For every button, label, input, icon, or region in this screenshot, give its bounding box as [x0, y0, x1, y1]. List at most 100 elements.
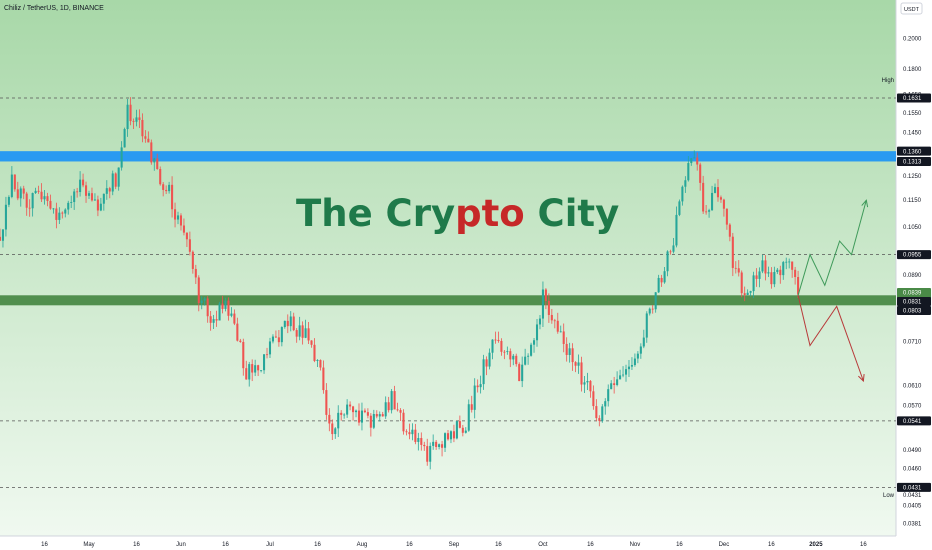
- candle: [7, 195, 10, 208]
- time-tick: 16: [133, 542, 140, 548]
- price-tick: 0.0460: [903, 466, 922, 472]
- candle: [111, 170, 114, 196]
- candle: [105, 180, 108, 200]
- candle: [144, 130, 147, 143]
- candle: [654, 291, 657, 313]
- candle: [535, 319, 539, 347]
- candle: [414, 423, 417, 445]
- candle: [690, 157, 693, 166]
- candle: [491, 339, 494, 360]
- candle: [405, 429, 408, 436]
- candle: [372, 409, 375, 430]
- candle: [313, 338, 316, 363]
- time-axis-background: [0, 536, 932, 550]
- candle: [396, 402, 399, 412]
- price-tick: 0.1550: [903, 111, 922, 117]
- candle: [295, 328, 298, 343]
- candle: [473, 378, 476, 419]
- time-axis-ticks: 16 May 16 Jun 16 Jul 16 Aug 16 Sep 16 Oct 16 Nov 16 Dec…: [41, 542, 867, 548]
- candle: [476, 379, 479, 393]
- candle: [426, 438, 429, 466]
- candle: [298, 316, 301, 341]
- blue-zone: [0, 151, 896, 162]
- candle: [254, 359, 257, 377]
- candle: [174, 202, 177, 228]
- candle: [360, 402, 363, 431]
- time-tick: 16: [768, 542, 775, 548]
- candle: [518, 362, 521, 382]
- levels-layer: [0, 97, 896, 488]
- candle: [639, 343, 642, 359]
- price-badge: 0.0831: [897, 296, 931, 306]
- candle: [257, 364, 260, 377]
- candle: [627, 359, 631, 377]
- candle: [485, 356, 488, 376]
- candle: [224, 297, 227, 312]
- candle: [779, 265, 782, 284]
- candle: [728, 223, 731, 242]
- candle: [322, 360, 325, 394]
- time-tick: Sep: [449, 542, 460, 548]
- candle: [90, 187, 94, 202]
- candle: [49, 194, 52, 210]
- candle: [316, 359, 319, 367]
- candle: [352, 405, 355, 421]
- candle: [346, 399, 349, 418]
- price-badge: 0.1360: [897, 146, 931, 156]
- price-badges: 0.16310.13600.13130.09550.083906:52:080.…: [897, 93, 931, 492]
- candle: [260, 370, 263, 373]
- low-label: Low: [883, 493, 895, 499]
- candle: [123, 127, 126, 148]
- price-tick: 0.0710: [903, 339, 922, 345]
- candle: [633, 353, 636, 367]
- currency-button[interactable]: [900, 2, 923, 15]
- candle: [547, 293, 550, 323]
- candle: [93, 193, 96, 201]
- candle: [725, 208, 728, 230]
- time-tick: Oct: [538, 542, 548, 548]
- candle: [4, 196, 7, 237]
- candle: [696, 152, 699, 171]
- candle: [497, 331, 500, 343]
- candle: [770, 267, 773, 289]
- candle: [515, 353, 518, 367]
- candle: [506, 346, 509, 355]
- candle: [624, 364, 628, 382]
- candle: [452, 424, 455, 443]
- time-tick: 16: [314, 542, 321, 548]
- candle: [10, 166, 13, 199]
- candle: [441, 440, 444, 457]
- time-tick: 16: [406, 542, 413, 548]
- candle: [289, 311, 292, 332]
- candle: [533, 338, 536, 353]
- candle: [455, 421, 458, 440]
- candle: [331, 419, 334, 441]
- candles-layer: [0, 97, 800, 470]
- price-tick: 0.1250: [903, 174, 922, 180]
- candle: [325, 383, 328, 420]
- candle: [384, 396, 387, 419]
- price-badge: 0.0431: [897, 482, 931, 492]
- candle: [0, 228, 2, 242]
- candle: [108, 186, 111, 199]
- candle: [565, 337, 568, 362]
- candle: [165, 185, 168, 195]
- green-zone: [0, 295, 896, 306]
- candle: [22, 185, 25, 200]
- candle: [538, 314, 542, 330]
- low-value: 0.0431: [903, 493, 922, 499]
- candle: [734, 261, 737, 274]
- candle: [87, 190, 91, 200]
- candle: [500, 338, 503, 356]
- candle: [28, 199, 31, 217]
- candle: [233, 309, 236, 326]
- candle: [274, 330, 277, 338]
- candle: [363, 408, 366, 414]
- candle: [168, 181, 171, 194]
- price-tick: 0.1450: [903, 130, 922, 136]
- candle: [693, 150, 696, 159]
- candle: [601, 404, 604, 423]
- candle: [271, 334, 274, 344]
- candle: [61, 211, 64, 219]
